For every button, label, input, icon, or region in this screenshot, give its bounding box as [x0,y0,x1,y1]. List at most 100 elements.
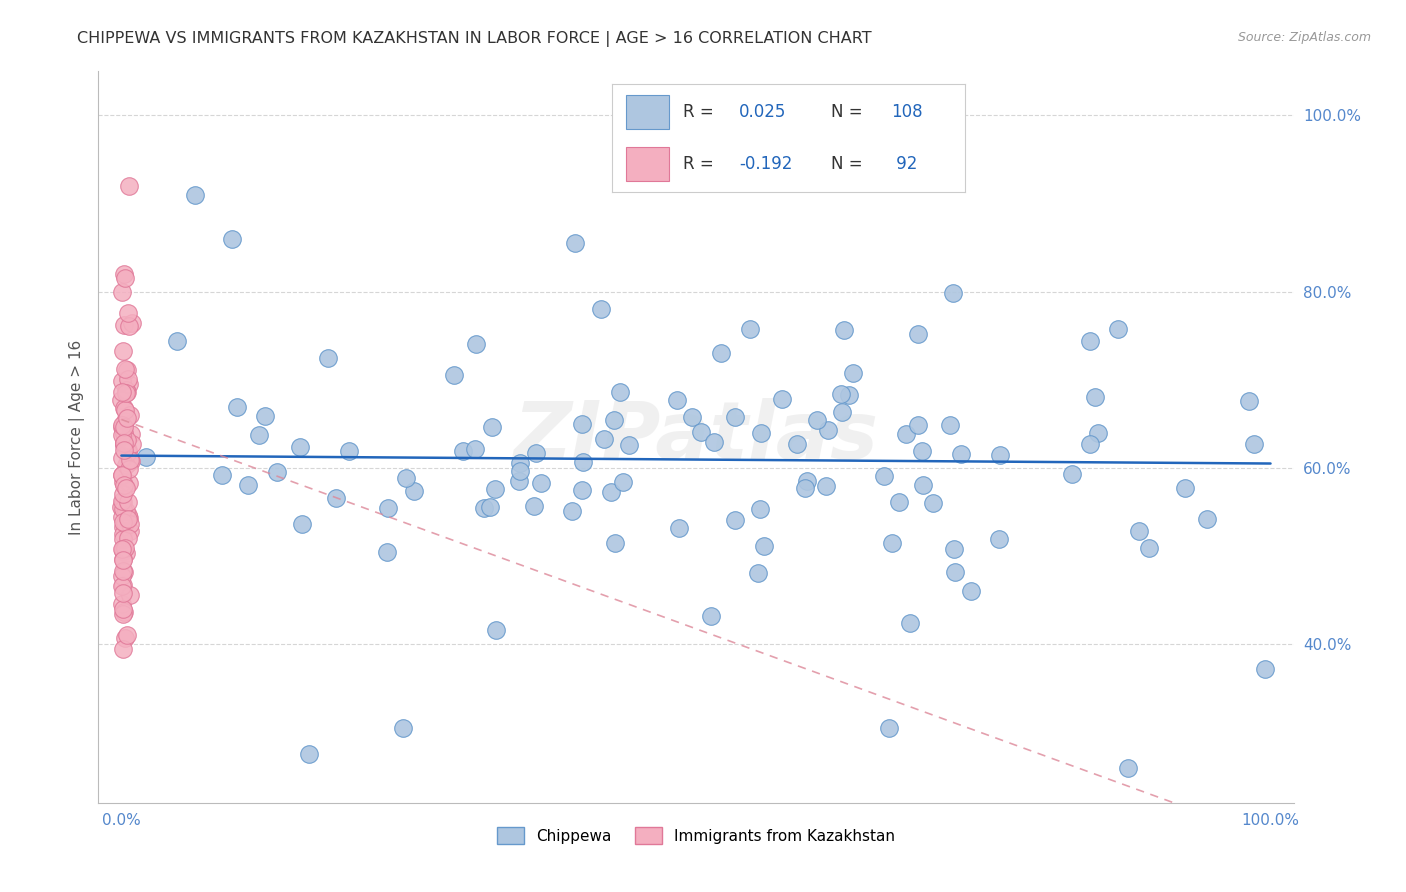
Immigrants from Kazakhstan [114,438,136,452]
Chippewa [796,474,818,488]
Immigrants from Kazakhstan [111,579,134,593]
Immigrants from Kazakhstan [115,504,138,518]
Chippewa [509,456,531,470]
Chippewa [817,423,839,437]
Immigrants from Kazakhstan [121,437,143,451]
Chippewa [907,417,929,432]
Chippewa [831,404,853,418]
Immigrants from Kazakhstan [111,495,134,509]
Chippewa [960,584,983,599]
Immigrants from Kazakhstan [112,607,135,621]
Immigrants from Kazakhstan [111,374,134,388]
Immigrants from Kazakhstan [118,476,141,491]
Immigrants from Kazakhstan [117,372,139,386]
Chippewa [617,437,640,451]
Chippewa [748,501,770,516]
Immigrants from Kazakhstan [111,542,134,557]
Immigrants from Kazakhstan [110,285,132,299]
Immigrants from Kazakhstan [112,426,135,441]
Immigrants from Kazakhstan [120,516,142,531]
Chippewa [211,467,233,482]
Chippewa [668,521,690,535]
Chippewa [485,623,508,637]
Immigrants from Kazakhstan [111,501,134,516]
Chippewa [609,384,631,399]
Immigrants from Kazakhstan [112,578,135,592]
Immigrants from Kazakhstan [117,444,139,458]
Chippewa [752,540,775,554]
Chippewa [922,496,945,510]
Immigrants from Kazakhstan [115,384,138,399]
Chippewa [266,465,288,479]
Chippewa [337,443,360,458]
Immigrants from Kazakhstan [118,587,141,601]
Immigrants from Kazakhstan [112,420,135,434]
Chippewa [254,409,277,423]
Chippewa [666,392,689,407]
Immigrants from Kazakhstan [110,467,132,482]
Chippewa [325,491,347,505]
Chippewa [481,420,503,434]
Chippewa [571,483,593,497]
Immigrants from Kazakhstan [114,270,136,285]
Immigrants from Kazakhstan [117,306,139,320]
Immigrants from Kazakhstan [112,436,135,450]
Chippewa [571,417,593,432]
Chippewa [593,432,616,446]
Immigrants from Kazakhstan [111,427,134,442]
Chippewa [740,322,762,336]
Chippewa [484,482,506,496]
Immigrants from Kazakhstan [111,451,134,466]
Immigrants from Kazakhstan [114,414,136,428]
Immigrants from Kazakhstan [112,318,135,333]
Chippewa [451,443,474,458]
Chippewa [700,609,723,624]
Immigrants from Kazakhstan [112,425,135,440]
Immigrants from Kazakhstan [112,267,135,281]
Chippewa [882,536,904,550]
Chippewa [1078,334,1101,348]
Chippewa [988,448,1011,462]
Immigrants from Kazakhstan [117,443,139,458]
Chippewa [395,470,418,484]
Chippewa [943,541,966,556]
Immigrants from Kazakhstan [115,458,138,473]
Chippewa [603,413,626,427]
Chippewa [375,545,398,559]
Immigrants from Kazakhstan [115,384,138,398]
Chippewa [1237,394,1260,409]
Text: CHIPPEWA VS IMMIGRANTS FROM KAZAKHSTAN IN LABOR FORCE | AGE > 16 CORRELATION CHA: CHIPPEWA VS IMMIGRANTS FROM KAZAKHSTAN I… [77,31,872,47]
Chippewa [612,475,634,490]
Chippewa [814,479,837,493]
Chippewa [1107,322,1129,336]
Chippewa [603,536,626,550]
Immigrants from Kazakhstan [112,475,135,489]
Text: ZIPatlas: ZIPatlas [513,398,879,476]
Immigrants from Kazakhstan [111,568,134,582]
Legend: Chippewa, Immigrants from Kazakhstan: Chippewa, Immigrants from Kazakhstan [491,822,901,850]
Immigrants from Kazakhstan [111,418,134,433]
Chippewa [912,478,935,492]
Immigrants from Kazakhstan [118,524,141,538]
Immigrants from Kazakhstan [112,552,135,566]
Immigrants from Kazakhstan [111,586,134,600]
Immigrants from Kazakhstan [115,363,138,377]
Immigrants from Kazakhstan [115,546,138,560]
Immigrants from Kazakhstan [120,426,142,441]
Immigrants from Kazakhstan [110,500,132,514]
Immigrants from Kazakhstan [111,551,134,566]
Immigrants from Kazakhstan [112,401,135,415]
Chippewa [1128,524,1150,538]
Immigrants from Kazakhstan [114,481,136,495]
Chippewa [911,444,934,458]
Immigrants from Kazakhstan [114,435,136,450]
Immigrants from Kazakhstan [117,531,139,545]
Immigrants from Kazakhstan [120,409,142,423]
Chippewa [830,387,852,401]
Immigrants from Kazakhstan [114,362,136,376]
Immigrants from Kazakhstan [112,487,135,501]
Y-axis label: In Labor Force | Age > 16: In Labor Force | Age > 16 [69,340,84,534]
Chippewa [472,500,495,515]
Chippewa [288,440,311,454]
Chippewa [564,235,586,250]
